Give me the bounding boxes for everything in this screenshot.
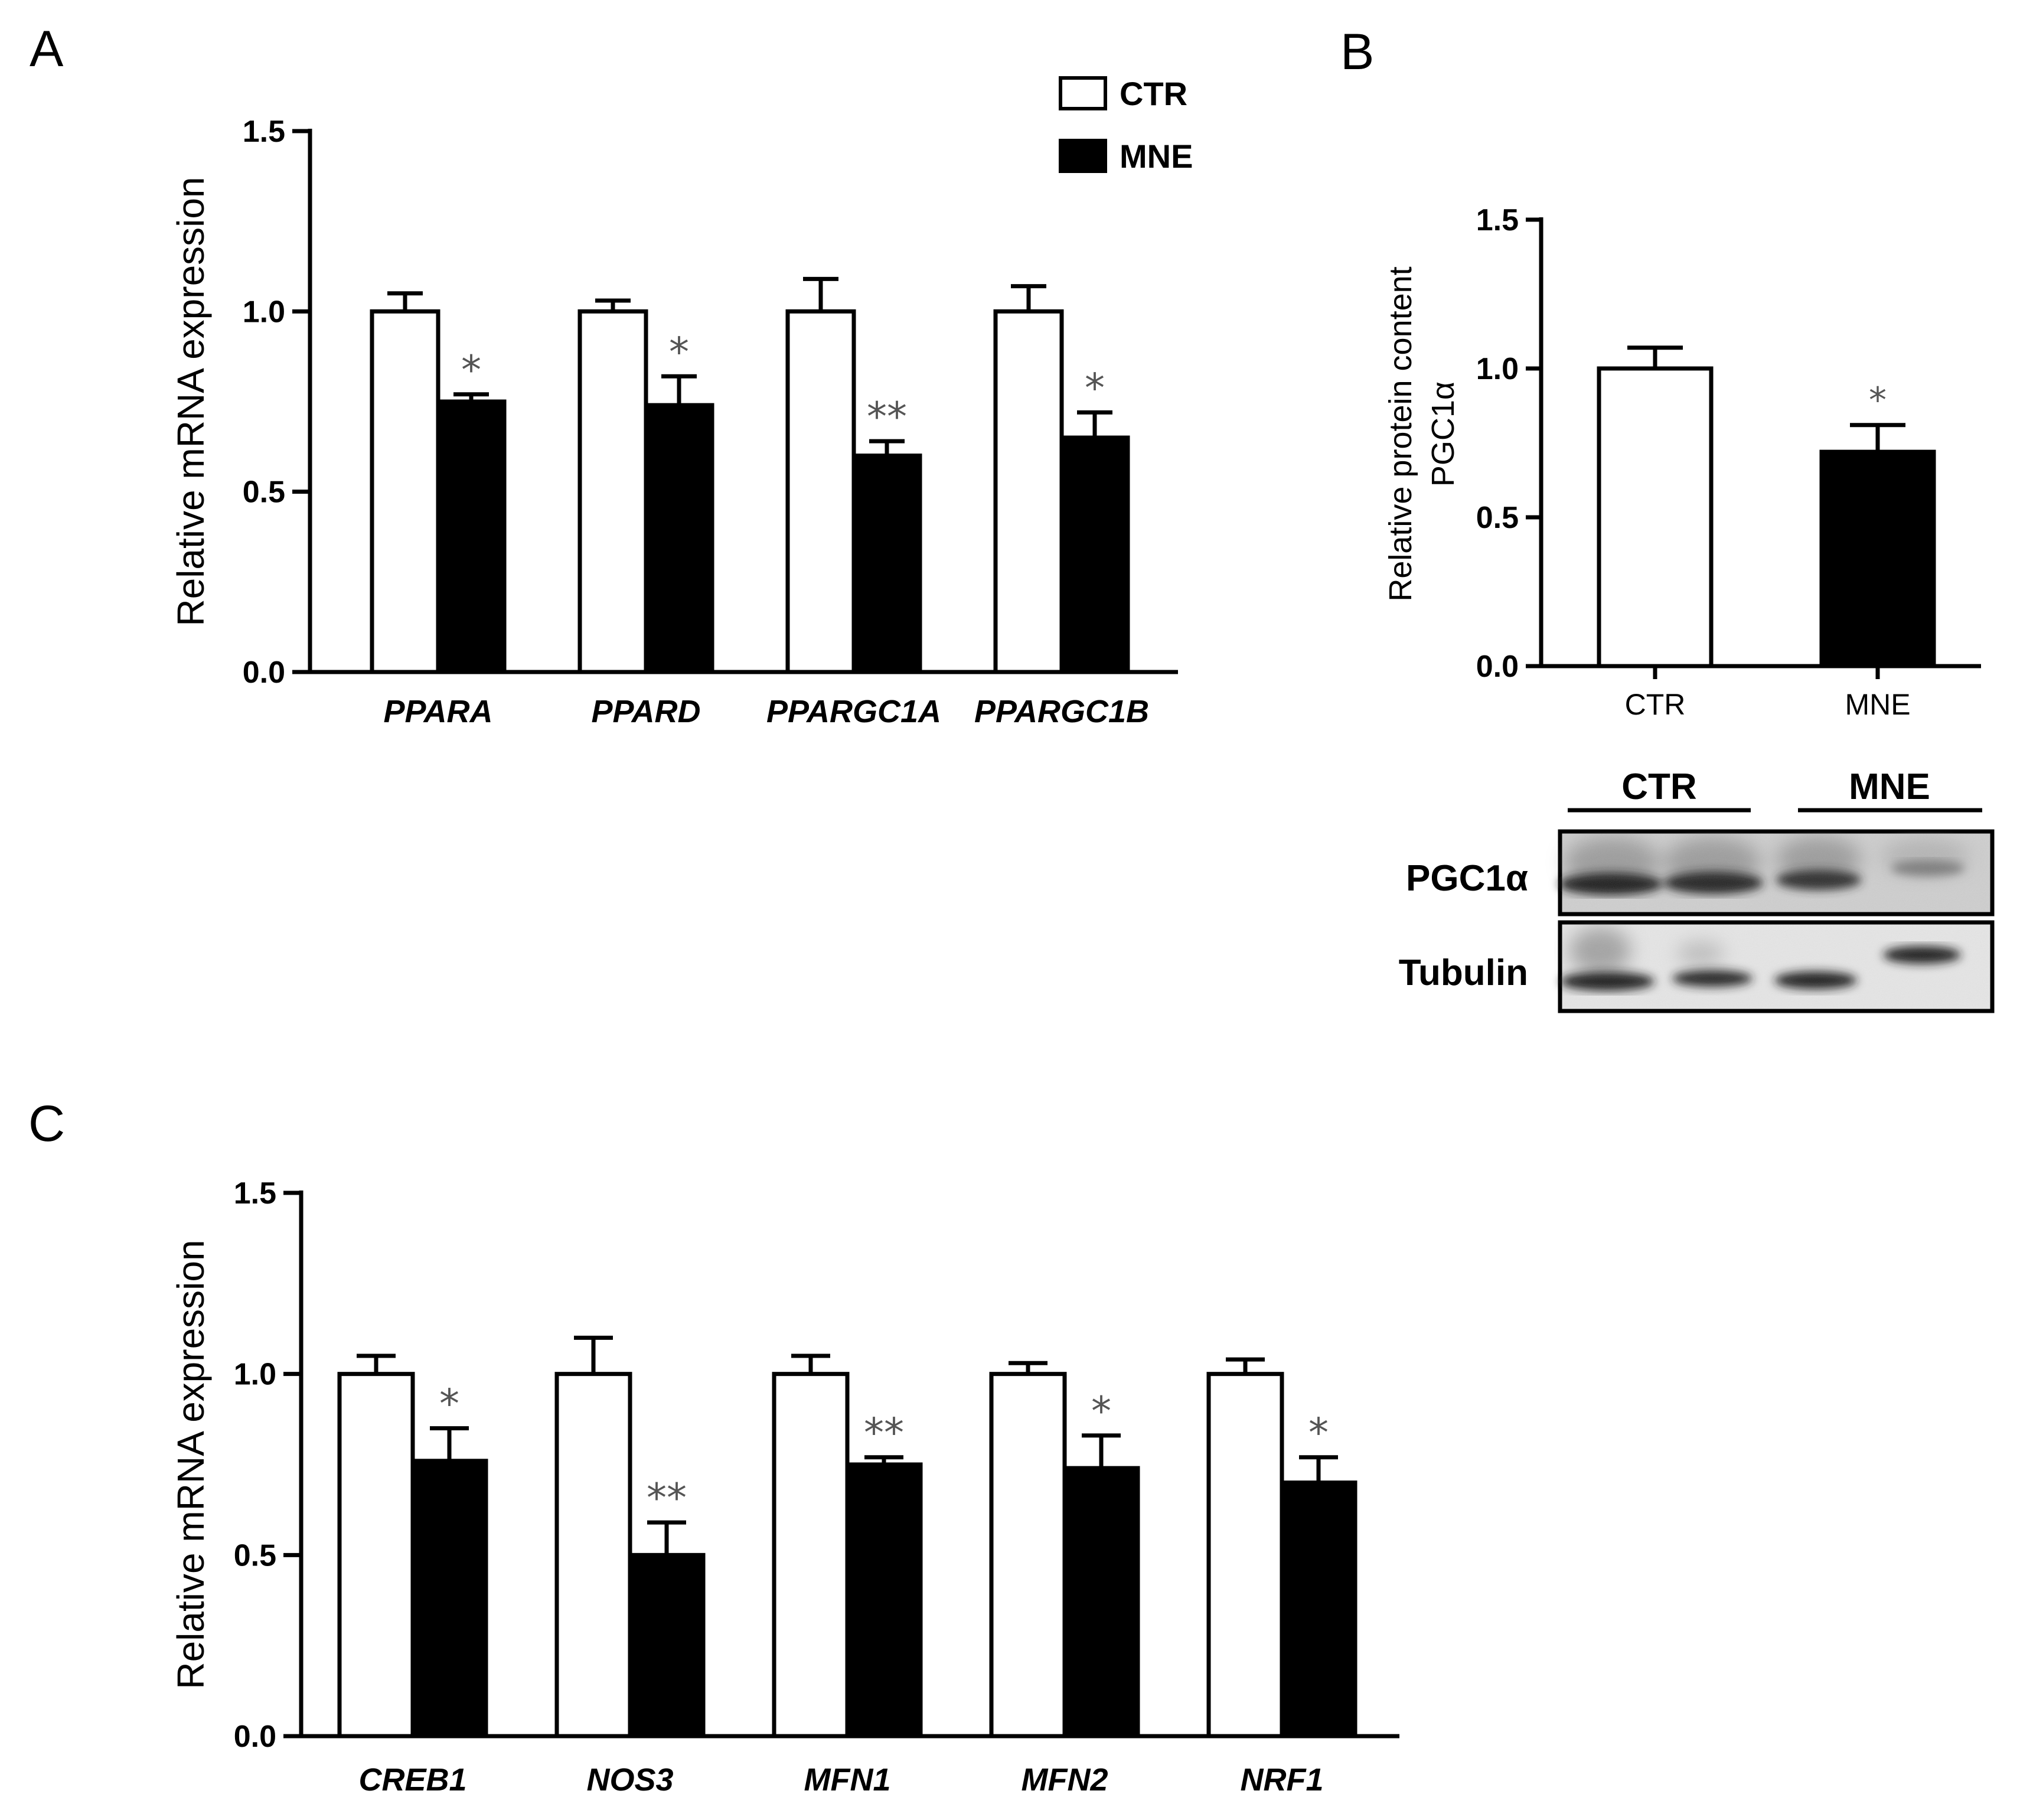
panel-label-c: C [28,1095,65,1152]
chart-c-category-label: NRF1 [1240,1762,1323,1798]
chart-c-category-label: NOS3 [586,1762,673,1798]
chart-a: Relative mRNA expression 0.0 0.5 1.0 1.5 * PP… [169,115,1178,729]
chart-a-bar-ctr [577,309,648,674]
blot-pgc1a-label: PGC1α [1406,858,1528,899]
legend-mne-swatch [1059,139,1107,173]
blot-tubulin-strip [1558,920,1995,1013]
chart-a-bar-mne [644,403,714,674]
chart-b-category-label: MNE [1845,688,1910,721]
chart-c-y-tick-label: 0.5 [234,1538,276,1573]
legend-ctr-label: CTR [1120,75,1187,112]
chart-a-bar-mne [1059,435,1130,674]
chart-a-y-tick-label: 1.5 [243,115,285,149]
chart-c-significance-marker: * [1091,1388,1111,1435]
chart-c-bar-mne [410,1459,488,1739]
chart-c-significance-marker: ** [647,1475,687,1522]
chart-c: Relative mRNA expression 0.0 0.5 1.0 1.5 * CR… [169,1176,1399,1798]
chart-a-y-tick-label: 0.5 [243,475,285,510]
chart-c-significance-marker: * [1308,1410,1329,1457]
chart-c-significance-marker: * [439,1381,459,1428]
chart-c-bar-ctr [989,1372,1067,1739]
chart-a-significance-marker: ** [867,394,907,441]
chart-a-y-axis-label: Relative mRNA expression [169,177,212,626]
legend: CTR MNE [1059,75,1193,175]
chart-c-bar-ctr [1206,1372,1284,1739]
legend-ctr-swatch [1059,76,1107,110]
chart-a-category-label: PPARA [383,694,492,729]
chart-a-category-label: PPARGC1B [974,694,1149,729]
chart-c-category-label: CREB1 [358,1762,466,1798]
chart-a-category-label: PPARD [591,694,700,729]
legend-mne-label: MNE [1120,138,1193,175]
chart-b: Relative protein content PGC1α 0.0 0.5 1.0… [1383,203,1981,721]
chart-c-significance-marker: ** [864,1410,904,1457]
chart-c-y-tick-label: 1.5 [234,1176,276,1211]
chart-a-category-label: PPARGC1A [766,694,941,729]
chart-b-y-axis-label-line1: Relative protein content [1383,266,1418,601]
chart-b-y-axis-label-line2: PGC1α [1425,381,1461,487]
chart-c-bar-mne [1280,1480,1357,1739]
chart-c-y-tick-label: 1.0 [234,1358,276,1392]
blot-mne-group-label: MNE [1849,767,1930,807]
chart-b-y-tick-label: 0.5 [1476,501,1519,535]
chart-c-category-label: MFN2 [1022,1762,1108,1798]
chart-a-bar-ctr [370,309,440,674]
chart-a-significance-marker: * [1085,365,1105,412]
chart-b-bar-mne [1819,449,1936,668]
chart-c-y-axis-label: Relative mRNA expression [169,1240,212,1689]
chart-c-bar-mne [628,1552,706,1739]
chart-b-y-tick-label: 0.0 [1476,650,1519,684]
chart-b-y-tick-label: 1.0 [1476,352,1519,386]
chart-c-category-label: MFN1 [804,1762,891,1798]
chart-c-bar-mne [1062,1466,1140,1739]
blot-tubulin-label: Tubulin [1399,953,1528,993]
chart-a-bar-ctr [993,309,1064,674]
chart-b-y-tick-label: 1.5 [1476,203,1519,237]
panel-label-b: B [1340,24,1374,80]
blot-ctr-group-label: CTR [1621,767,1696,807]
chart-b-category-label: CTR [1625,688,1686,721]
chart-b-significance-marker: * [1869,380,1887,421]
chart-a-bar-mne [436,399,507,674]
chart-a-y-tick-label: 0.0 [243,655,285,690]
panel-label-a: A [30,21,64,77]
chart-c-bar-ctr [772,1372,850,1739]
chart-a-significance-marker: * [669,329,689,376]
chart-a-y-tick-label: 1.0 [243,295,285,329]
chart-c-bar-mne [845,1462,923,1739]
chart-a-significance-marker: * [461,347,481,394]
chart-a-bar-ctr [785,309,856,674]
chart-b-bar-ctr [1597,366,1714,668]
chart-c-bar-ctr [337,1372,415,1739]
chart-c-bar-ctr [554,1372,632,1739]
chart-a-bar-mne [851,454,922,674]
chart-c-y-tick-label: 0.0 [234,1720,276,1754]
western-blot: CTR MNE PGC1α Tubulin [1399,767,1995,1013]
blot-pgc1a-strip [1558,829,1995,916]
